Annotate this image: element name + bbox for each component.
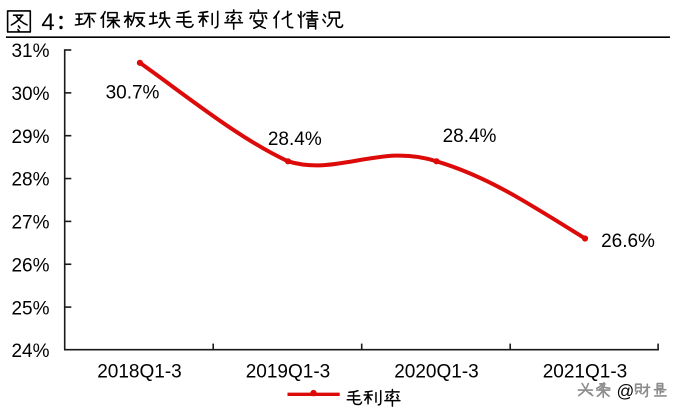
svg-text:28%: 28% <box>11 170 49 191</box>
svg-text:30.7%: 30.7% <box>106 83 160 104</box>
svg-text:29%: 29% <box>11 127 49 148</box>
svg-text:2021Q1-3: 2021Q1-3 <box>543 362 628 383</box>
svg-text:26%: 26% <box>11 256 49 277</box>
svg-text:2020Q1-3: 2020Q1-3 <box>394 362 479 383</box>
svg-text:30%: 30% <box>11 84 49 105</box>
svg-text:28.4%: 28.4% <box>443 126 497 147</box>
svg-text:28.4%: 28.4% <box>268 129 322 150</box>
svg-text:4: 4 <box>41 9 54 36</box>
svg-text:27%: 27% <box>11 213 49 234</box>
svg-text:25%: 25% <box>11 298 49 319</box>
svg-text:31%: 31% <box>11 41 49 62</box>
svg-text:26.6%: 26.6% <box>601 231 655 252</box>
svg-text:24%: 24% <box>11 341 49 362</box>
svg-text:2019Q1-3: 2019Q1-3 <box>246 362 331 383</box>
svg-text:2018Q1-3: 2018Q1-3 <box>97 362 182 383</box>
svg-text:@: @ <box>617 381 635 401</box>
